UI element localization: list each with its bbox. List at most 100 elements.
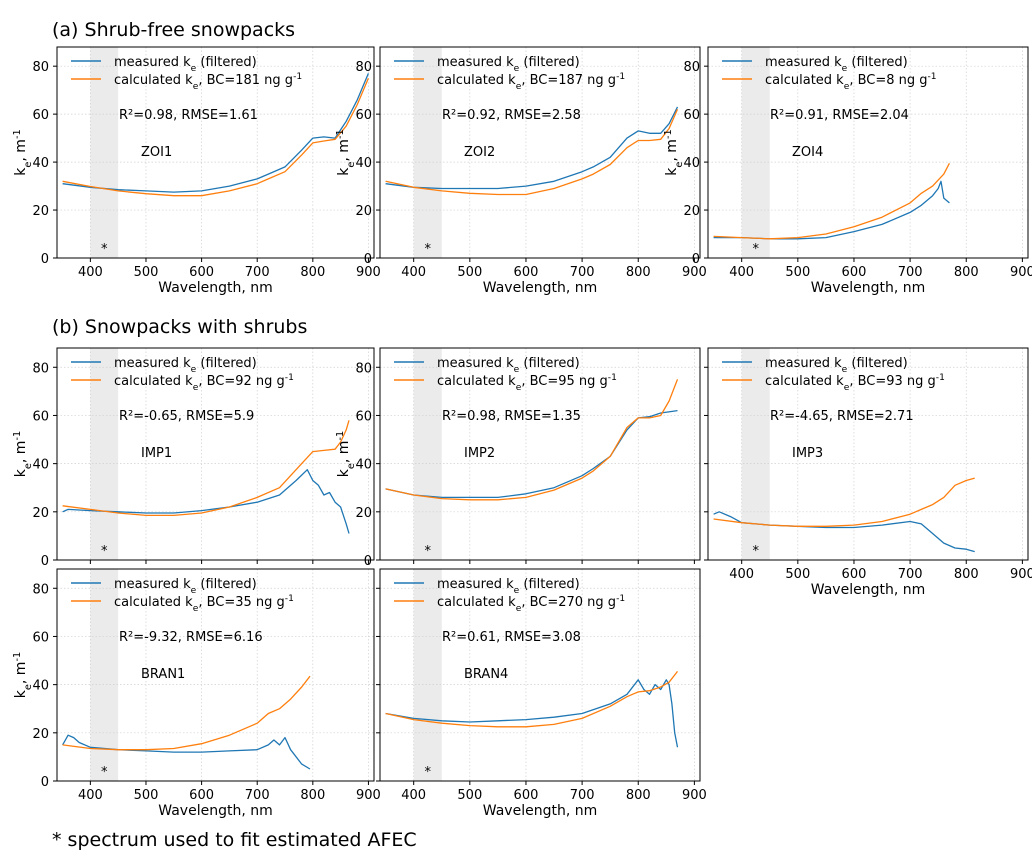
x-tick-label: 600 [514, 265, 539, 280]
y-tick-label: 80 [683, 60, 700, 75]
axes-frame [707, 347, 1029, 561]
y-tick-label: 60 [32, 409, 49, 424]
fit-band [413, 569, 442, 781]
calculated-line [713, 477, 975, 527]
legend-measured-label: measured ke​ (filtered) [114, 356, 257, 375]
legend-measured-label: measured ke​ (filtered) [437, 577, 580, 596]
calculated-line [385, 671, 679, 728]
site-label: IMP2 [464, 446, 495, 461]
fit-marker: * [424, 544, 431, 559]
fit-stats: R²=0.98, RMSE=1.61 [119, 108, 258, 123]
x-tick-label: 800 [954, 567, 979, 582]
y-axis-label: ke​, m-1​ [12, 129, 34, 175]
x-axis-label: Wavelength, nm [483, 280, 597, 296]
y-tick-label: 20 [683, 204, 700, 219]
axes-frame [56, 568, 375, 782]
x-tick-label: 500 [457, 265, 482, 280]
x-tick-label: 700 [570, 265, 595, 280]
y-tick-label: 20 [32, 727, 49, 742]
legend-calculated-label: calculated ke​, BC=187 ng g-1​ [437, 72, 625, 92]
y-tick-label: 80 [32, 582, 49, 597]
fit-stats: R²=0.98, RMSE=1.35 [442, 409, 581, 424]
calculated-line [385, 379, 679, 501]
x-tick-label: 700 [570, 788, 595, 803]
x-axis-label: Wavelength, nm [158, 803, 272, 819]
fit-band [741, 47, 770, 258]
axes-frame [379, 347, 701, 561]
axes-frame [379, 46, 701, 259]
axes-frame [56, 46, 375, 259]
chart-panel-bran1: 400 500 600 700 800 900 0 20 40 60 80 Wavelength, n… [12, 568, 381, 819]
site-label: BRAN1 [141, 667, 185, 682]
measured-line [62, 469, 350, 534]
fit-band [90, 47, 119, 258]
calculated-line [62, 420, 350, 517]
x-tick-label: 900 [1010, 265, 1032, 280]
x-tick-label: 600 [842, 265, 867, 280]
x-tick-label: 400 [729, 567, 754, 582]
legend-measured-label: measured ke​ (filtered) [114, 577, 257, 596]
fit-marker: * [752, 242, 759, 257]
y-axis-label: ke​, m-1​ [12, 652, 34, 698]
chart-panel-imp1: 0 20 40 60 80 ke​, m-1​ measured ke​ (filtered… [12, 347, 375, 569]
measured-line [62, 73, 369, 193]
y-tick-label: 60 [32, 630, 49, 645]
fit-band [413, 47, 442, 258]
y-tick-label: 40 [32, 458, 49, 473]
fit-stats: R²=-4.65, RMSE=2.71 [770, 409, 914, 424]
x-axis-label: Wavelength, nm [158, 280, 272, 296]
x-tick-label: 700 [898, 265, 923, 280]
site-label: IMP1 [141, 446, 172, 461]
site-label: IMP3 [792, 446, 823, 461]
y-tick-label: 0 [41, 775, 49, 790]
legend-measured-label: measured ke​ (filtered) [437, 356, 580, 375]
y-tick-label: 40 [32, 679, 49, 694]
y-tick-label: 80 [355, 361, 372, 376]
section-title-a: (a) Shrub-free snowpacks [52, 19, 295, 41]
x-tick-label: 500 [134, 788, 159, 803]
x-tick-label: 800 [626, 265, 651, 280]
section-title-b: (b) Snowpacks with shrubs [52, 316, 307, 338]
measured-line [713, 511, 975, 553]
y-tick-label: 40 [355, 458, 372, 473]
x-tick-label: 800 [626, 788, 651, 803]
footnote: * spectrum used to fit estimated AFEC [52, 829, 417, 851]
y-tick-label: 80 [32, 60, 49, 75]
x-tick-label: 900 [1010, 567, 1032, 582]
fit-band [90, 348, 119, 560]
y-tick-label: 80 [355, 60, 372, 75]
site-label: ZOI1 [141, 145, 172, 160]
y-tick-label: 40 [355, 156, 372, 171]
y-axis-label: ke​, m-1​ [12, 431, 34, 477]
legend-measured-label: measured ke​ (filtered) [437, 55, 580, 74]
x-tick-label: 800 [954, 265, 979, 280]
x-axis-label: Wavelength, nm [811, 280, 925, 296]
x-tick-label: 500 [134, 265, 159, 280]
chart-panel-imp2: 0 20 40 60 80 ke​, m-1​ measured ke​ (filtered… [335, 347, 701, 569]
y-tick-label: 20 [355, 204, 372, 219]
calculated-line [713, 163, 950, 240]
x-tick-label: 600 [842, 567, 867, 582]
fit-marker: * [424, 242, 431, 257]
x-tick-label: 700 [245, 265, 270, 280]
x-tick-label: 500 [785, 567, 810, 582]
x-tick-label: 800 [300, 788, 325, 803]
calculated-line [62, 77, 369, 197]
x-tick-label: 500 [785, 265, 810, 280]
axes-frame [707, 46, 1029, 259]
legend-calculated-label: calculated ke​, BC=270 ng g-1​ [437, 594, 625, 614]
y-tick-label: 0 [41, 554, 49, 569]
y-axis-label: ke​, m-1​ [335, 431, 357, 477]
y-tick-label: 60 [355, 108, 372, 123]
y-tick-label: 60 [355, 409, 372, 424]
measured-line [385, 409, 678, 499]
x-tick-label: 700 [898, 567, 923, 582]
y-tick-label: 60 [32, 108, 49, 123]
fit-stats: R²=-9.32, RMSE=6.16 [119, 630, 263, 645]
axes-frame [379, 568, 701, 782]
x-tick-label: 400 [401, 265, 426, 280]
axes-frame [56, 347, 375, 561]
x-tick-label: 400 [401, 788, 426, 803]
